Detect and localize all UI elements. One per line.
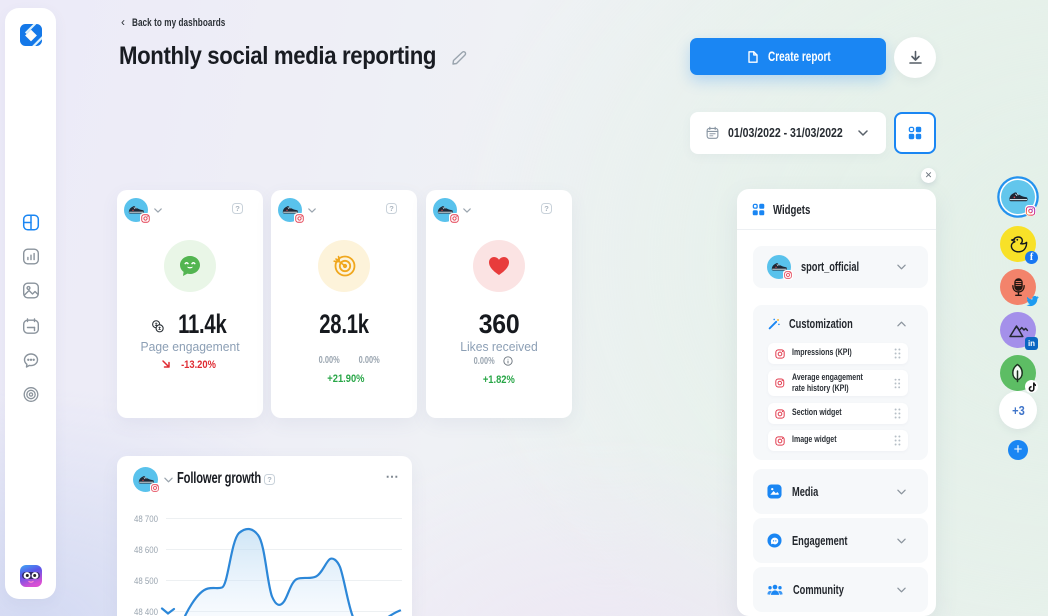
svg-text:48 500: 48 500 [134,576,158,587]
svg-text:48 400: 48 400 [134,607,158,616]
svg-text:48 600: 48 600 [134,545,158,556]
svg-text:48 700: 48 700 [134,514,158,525]
